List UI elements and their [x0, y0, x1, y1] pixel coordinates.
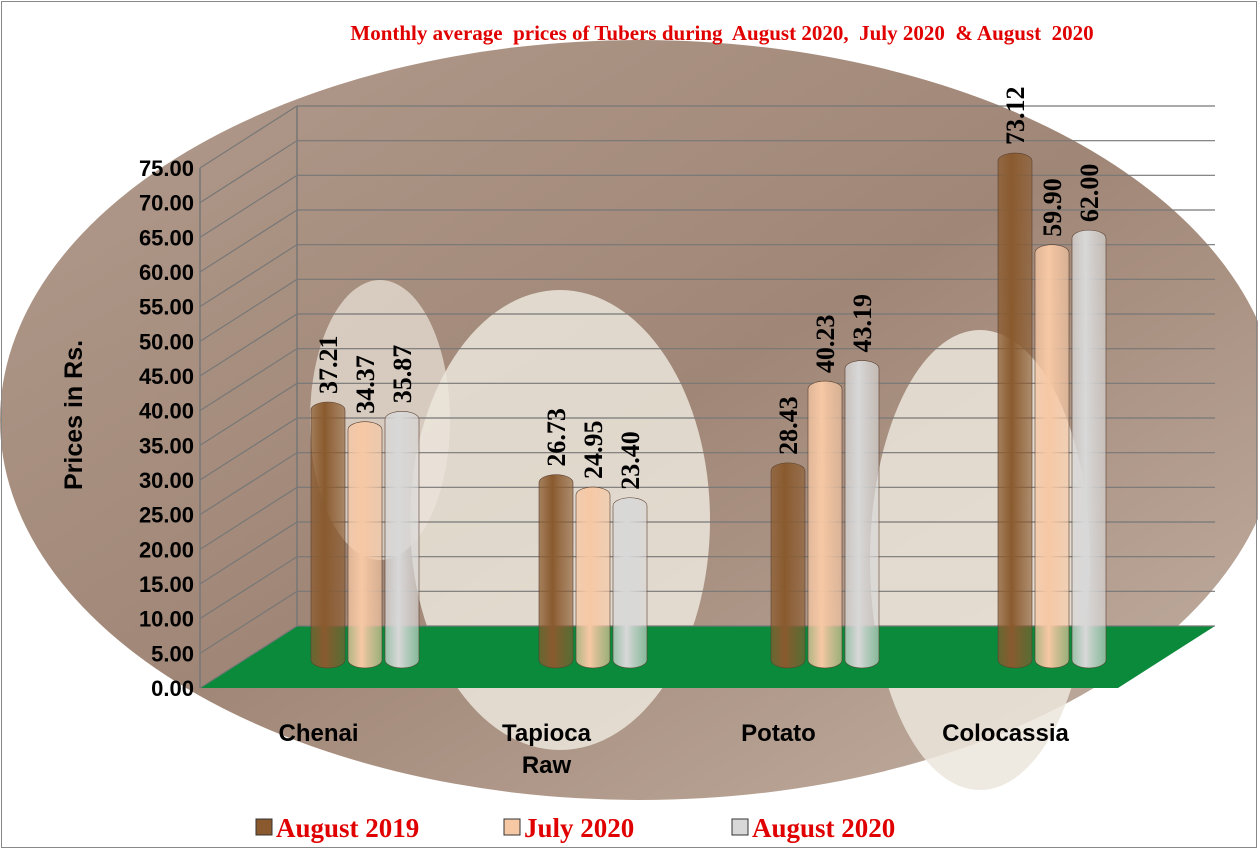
bar [1071, 229, 1107, 669]
grid-line [199, 556, 1215, 620]
data-label: 34.37 [351, 355, 380, 414]
grid-line [199, 105, 1215, 169]
legend-swatch [731, 818, 749, 836]
legend-label: July 2020 [524, 813, 634, 843]
bar [997, 152, 1033, 669]
grid-line [199, 452, 1215, 516]
y-tick-label: 75.00 [139, 156, 194, 181]
bar [1034, 244, 1070, 669]
bar [538, 474, 574, 669]
data-label: 62.00 [1075, 164, 1104, 223]
bar [612, 497, 648, 669]
y-tick-label: 25.00 [139, 503, 194, 528]
data-label: 40.23 [811, 315, 840, 374]
grid-line [199, 417, 1215, 481]
bar [575, 486, 611, 669]
y-tick-label: 55.00 [139, 295, 194, 320]
y-tick-label: 60.00 [139, 260, 194, 285]
grid-line [199, 313, 1215, 377]
bar [310, 401, 346, 669]
x-tick-label: Chenai [278, 720, 359, 747]
grid-line [199, 140, 1215, 204]
grid-line [199, 625, 1215, 689]
y-tick-label: 35.00 [139, 433, 194, 458]
x-tick-label: Tapioca Raw [502, 720, 591, 779]
grid-line [199, 486, 1215, 550]
y-tick-label: 0.00 [151, 676, 194, 701]
data-label: 26.73 [542, 408, 571, 467]
legend-swatch [503, 818, 521, 836]
bar [347, 421, 383, 669]
bar [384, 411, 420, 669]
data-label: 23.40 [616, 431, 645, 490]
legend-label: August 2019 [276, 813, 419, 843]
grid-line [199, 278, 1215, 342]
y-tick-label: 15.00 [139, 572, 194, 597]
y-tick-label: 70.00 [139, 191, 194, 216]
y-tick-label: 20.00 [139, 537, 194, 562]
bars [310, 152, 1107, 669]
y-tick-label: 45.00 [139, 364, 194, 389]
floor [200, 626, 1215, 688]
x-tick-label: Colocassia [942, 720, 1069, 747]
y-tick-label: 5.00 [151, 641, 194, 666]
x-tick-label: Potato [741, 720, 816, 747]
data-label: 24.95 [579, 421, 608, 480]
data-label: 73.12 [1001, 87, 1030, 146]
legend-label: August 2020 [752, 813, 895, 843]
data-label: 43.19 [848, 294, 877, 353]
data-label: 37.21 [314, 336, 343, 395]
y-tick-label: 10.00 [139, 607, 194, 632]
y-tick-label: 30.00 [139, 468, 194, 493]
bar [770, 462, 806, 669]
grid-line [199, 521, 1215, 585]
grid-line [199, 382, 1215, 446]
grid-line [199, 590, 1215, 654]
data-label: 28.43 [774, 396, 803, 455]
data-label: 59.90 [1038, 178, 1067, 237]
data-label: 35.87 [388, 345, 417, 404]
grid-line [199, 209, 1215, 273]
legend-swatch [255, 818, 273, 836]
y-axis-title: Prices in Rs. [60, 340, 88, 490]
grid-line [199, 244, 1215, 308]
grid [199, 105, 1215, 689]
bar [807, 380, 843, 669]
bar [844, 360, 880, 669]
y-tick-label: 50.00 [139, 329, 194, 354]
y-tick-label: 65.00 [139, 225, 194, 250]
grid-line [199, 348, 1215, 412]
chart-title: Monthly average prices of Tubers during … [350, 21, 1093, 45]
y-tick-label: 40.00 [139, 399, 194, 424]
grid-line [199, 174, 1215, 238]
